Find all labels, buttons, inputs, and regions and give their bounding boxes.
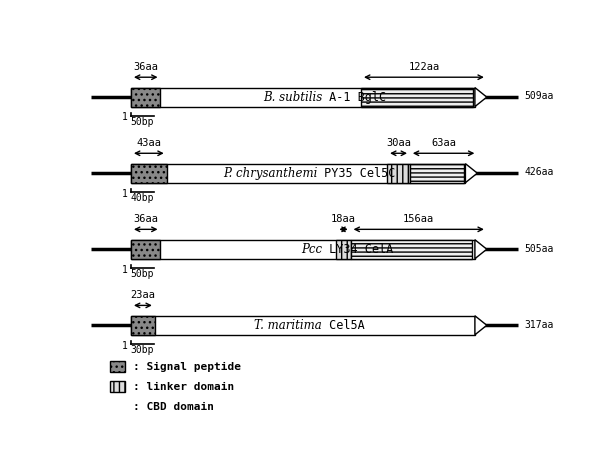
Bar: [131, 316, 475, 335]
Bar: [131, 240, 160, 259]
Text: 1: 1: [121, 341, 127, 351]
Text: 63aa: 63aa: [431, 138, 456, 148]
Bar: [131, 316, 155, 335]
Polygon shape: [475, 316, 487, 335]
Text: 1: 1: [121, 189, 127, 198]
Text: LY34 CelA: LY34 CelA: [322, 243, 393, 256]
Bar: [131, 88, 475, 106]
Text: : Signal peptide: : Signal peptide: [133, 362, 241, 372]
Text: 317aa: 317aa: [524, 320, 554, 330]
Text: 50bp: 50bp: [131, 117, 154, 127]
Text: A-1 BglC: A-1 BglC: [322, 91, 386, 104]
Bar: [131, 240, 475, 259]
Text: 156aa: 156aa: [403, 214, 435, 224]
Text: 36aa: 36aa: [133, 62, 159, 72]
Text: 122aa: 122aa: [408, 62, 439, 72]
Bar: [131, 88, 160, 106]
Polygon shape: [475, 240, 487, 259]
Text: Cel5A: Cel5A: [322, 319, 365, 332]
Bar: [131, 163, 166, 183]
Text: 30bp: 30bp: [131, 345, 154, 355]
Bar: [110, 361, 125, 372]
Text: 36aa: 36aa: [133, 214, 159, 224]
Bar: [410, 163, 465, 183]
Text: PY35 Cel5C: PY35 Cel5C: [317, 167, 395, 180]
Bar: [110, 401, 125, 412]
Text: 509aa: 509aa: [524, 92, 554, 101]
Text: 1: 1: [121, 113, 127, 123]
Text: 505aa: 505aa: [524, 243, 554, 254]
Text: 18aa: 18aa: [331, 214, 356, 224]
Text: : CBD domain: : CBD domain: [133, 402, 214, 412]
Text: P. chrysanthemi: P. chrysanthemi: [223, 167, 317, 180]
Polygon shape: [475, 88, 487, 106]
Bar: [337, 240, 351, 259]
Text: 426aa: 426aa: [524, 167, 554, 177]
Text: 23aa: 23aa: [130, 290, 155, 300]
Text: 50bp: 50bp: [131, 269, 154, 279]
Text: 40bp: 40bp: [131, 193, 154, 203]
Text: Pcc: Pcc: [301, 243, 322, 256]
Bar: [131, 163, 466, 183]
Text: 1: 1: [121, 264, 127, 275]
Text: T. maritima: T. maritima: [254, 319, 322, 332]
Bar: [110, 381, 125, 392]
Text: 30aa: 30aa: [386, 138, 411, 148]
Bar: [361, 88, 472, 106]
Text: : linker domain: : linker domain: [133, 382, 234, 392]
Text: B. subtilis: B. subtilis: [263, 91, 322, 104]
Bar: [351, 240, 472, 259]
Text: 43aa: 43aa: [136, 138, 162, 148]
Bar: [387, 163, 410, 183]
Polygon shape: [466, 163, 477, 183]
